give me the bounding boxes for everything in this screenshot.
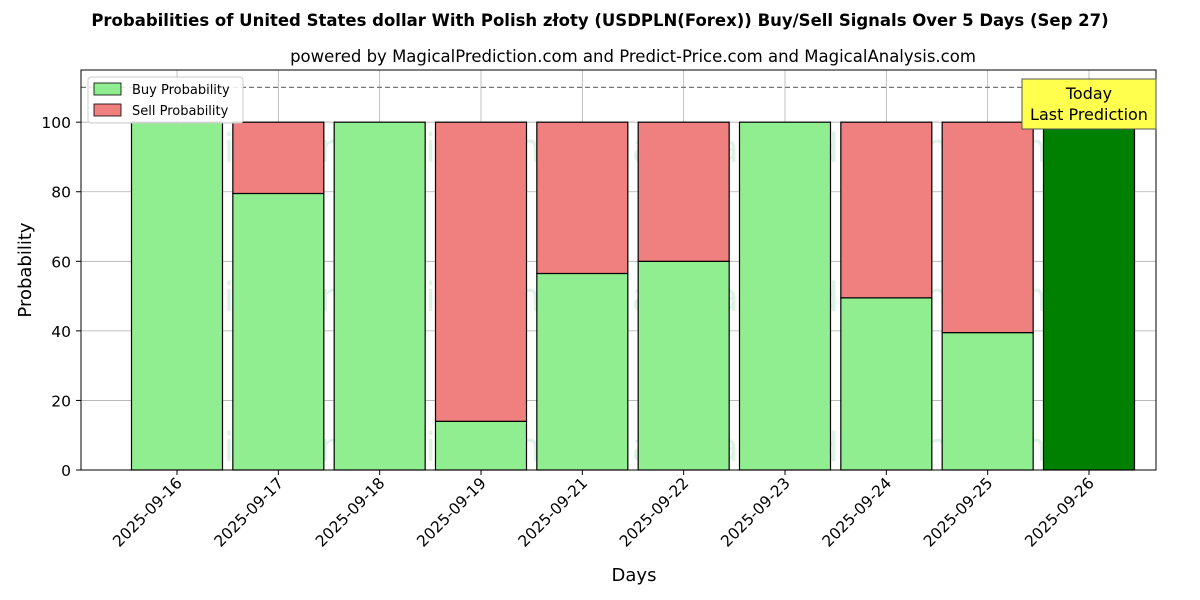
y-tick-label: 100 (41, 114, 71, 132)
x-tick-label-2025-09-19: 2025-09-19 (413, 474, 489, 550)
y-tick-label: 60 (51, 253, 71, 271)
annotation-line-last-prediction: Last Prediction (1030, 105, 1148, 124)
x-tick-label-2025-09-24: 2025-09-24 (819, 474, 895, 550)
legend-frame (87, 76, 244, 124)
bar-buy-2025-09-16 (130, 121, 224, 471)
annotation-line-today: Today (1065, 84, 1112, 103)
legend-label-sell: Sell Probability (132, 104, 229, 119)
bar-buy-2025-09-21 (536, 272, 629, 471)
bar-sell-2025-09-21 (536, 121, 629, 275)
x-tick-label-2025-09-25: 2025-09-25 (920, 474, 996, 550)
y-tick-label: 20 (51, 392, 71, 410)
annotation-box (1021, 78, 1157, 130)
bar-buy-2025-09-25 (941, 332, 1034, 471)
plot-frame (80, 69, 1157, 471)
today-annotation: Today Last Prediction (1021, 78, 1157, 130)
x-tick-label-2025-09-16: 2025-09-16 (109, 474, 185, 550)
bar-buy-2025-09-23 (738, 121, 832, 471)
y-axis: 0 20 40 60 80 100 (41, 114, 81, 480)
x-axis-label: Days (612, 565, 657, 586)
bar-buy-2025-09-19 (434, 420, 528, 471)
x-tick-label-2025-09-22: 2025-09-22 (616, 474, 692, 550)
legend-swatch-buy (93, 82, 122, 96)
y-axis-label: Probability (15, 222, 36, 317)
x-tick-label-2025-09-21: 2025-09-21 (515, 474, 591, 550)
x-axis: 2025-09-16 2025-09-17 2025-09-18 2025-09-19… (109, 470, 1098, 551)
bar-buy-2025-09-18 (333, 121, 426, 471)
bar-sell-2025-09-25 (941, 121, 1034, 334)
chart-subtitle: powered by MagicalPrediction.com and Pre… (290, 47, 976, 66)
x-tick-label-2025-09-26: 2025-09-26 (1021, 474, 1097, 550)
y-tick-label: 80 (51, 184, 71, 202)
bar-sell-2025-09-19 (434, 121, 528, 422)
chart-title: Probabilities of United States dollar Wi… (91, 11, 1108, 30)
x-tick-label-2025-09-17: 2025-09-17 (211, 474, 287, 550)
bars-layer (130, 121, 1136, 471)
bar-sell-2025-09-22 (637, 121, 730, 262)
bar-sell-2025-09-17 (232, 121, 325, 195)
bar-buy-2025-09-26 (1042, 121, 1136, 471)
bar-buy-2025-09-17 (232, 192, 325, 471)
x-tick-label-2025-09-18: 2025-09-18 (312, 474, 388, 550)
legend-swatch-sell (93, 103, 122, 117)
bar-sell-2025-09-24 (840, 121, 933, 299)
legend: Buy Probability Sell Probability (87, 76, 244, 124)
legend-label-buy: Buy Probability (132, 83, 230, 98)
y-tick-label: 0 (61, 462, 71, 480)
y-tick-label: 40 (51, 323, 71, 341)
bar-buy-2025-09-24 (840, 297, 933, 471)
bar-buy-2025-09-22 (637, 260, 730, 471)
x-tick-label-2025-09-23: 2025-09-23 (717, 474, 793, 550)
